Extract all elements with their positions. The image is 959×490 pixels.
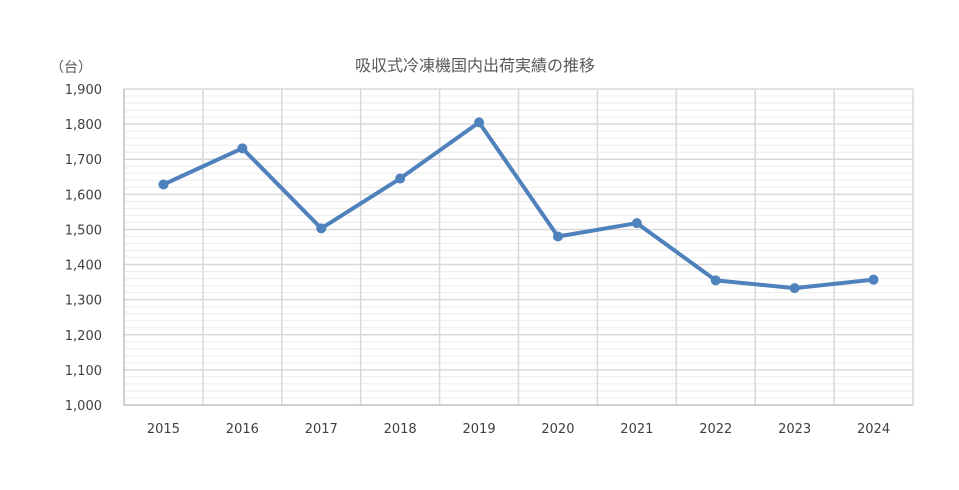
series-line xyxy=(161,120,876,291)
data-point-marker xyxy=(868,274,879,285)
x-tick-label: 2024 xyxy=(857,422,890,437)
data-point-marker xyxy=(158,179,169,190)
y-axis-unit-label: （台） xyxy=(50,60,92,76)
data-point-marker xyxy=(552,231,563,242)
y-tick-label: 1,000 xyxy=(65,399,102,414)
x-tick-label: 2018 xyxy=(384,422,417,437)
x-tick-label: 2022 xyxy=(699,422,732,437)
series-layer xyxy=(158,117,879,294)
x-tick-label: 2020 xyxy=(541,422,574,437)
x-tick-label: 2023 xyxy=(778,422,811,437)
axes xyxy=(123,89,914,406)
chart-title: 吸収式冷凍機国内出荷実績の推移 xyxy=(355,56,595,75)
x-tick-label: 2016 xyxy=(226,422,259,437)
x-tick-label: 2015 xyxy=(147,422,180,437)
data-point-marker xyxy=(474,117,485,128)
data-point-marker xyxy=(395,173,406,184)
y-tick-label: 1,900 xyxy=(65,83,102,98)
data-point-marker xyxy=(710,275,721,286)
data-point-marker xyxy=(237,143,248,154)
y-tick-label: 1,700 xyxy=(65,153,102,168)
x-tick-label: 2017 xyxy=(305,422,338,437)
tick-labels: 1,000 1,100 1,200 1,300 1,400 1,500 1,600 1,700… xyxy=(65,83,890,437)
data-point-marker xyxy=(789,283,800,294)
y-tick-label: 1,600 xyxy=(65,188,102,203)
y-tick-label: 1,500 xyxy=(65,223,102,238)
y-tick-label: 1,300 xyxy=(65,294,102,309)
x-tick-label: 2019 xyxy=(463,422,496,437)
y-tick-label: 1,400 xyxy=(65,259,102,274)
x-tick-label: 2021 xyxy=(620,422,653,437)
data-point-marker xyxy=(631,218,642,229)
grid xyxy=(124,88,913,405)
y-tick-label: 1,200 xyxy=(65,329,102,344)
y-tick-label: 1,100 xyxy=(65,364,102,379)
data-point-marker xyxy=(316,223,327,234)
y-tick-label: 1,800 xyxy=(65,118,102,133)
